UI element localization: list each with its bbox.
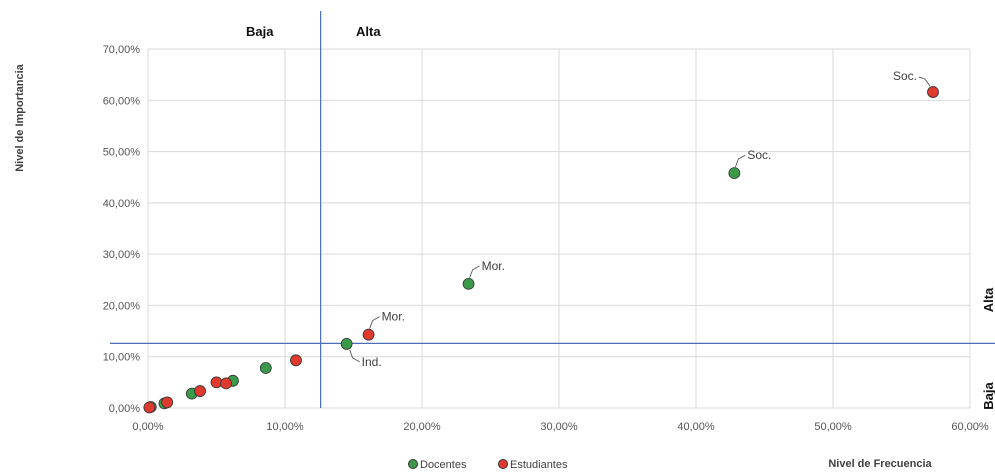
quadrant-label-y-low: Baja	[981, 382, 995, 410]
quadrant-label-x-high: Alta	[356, 24, 381, 39]
point-estudiantes	[194, 385, 206, 397]
point-label-estudiantes: Mor.	[382, 310, 405, 324]
point-docentes	[259, 362, 272, 374]
x-tick-label: 50,00%	[814, 421, 852, 433]
point-estudiantes	[161, 396, 174, 409]
label-leader-line	[469, 265, 480, 279]
y-tick-label: 0,00%	[109, 403, 140, 415]
label-leader-line	[918, 76, 931, 87]
label-leader-line	[734, 154, 746, 168]
point-label-docentes: Soc.	[747, 148, 771, 162]
y-tick-label: 10,00%	[103, 352, 141, 364]
point-estudiantes	[362, 328, 375, 341]
x-tick-label: 0,00%	[132, 421, 163, 433]
y-tick-label: 40,00%	[103, 198, 141, 210]
data-points	[143, 86, 939, 414]
point-estudiantes	[290, 354, 302, 367]
point-label-estudiantes: Soc.	[893, 69, 917, 83]
x-tick-label: 60,00%	[951, 421, 989, 433]
x-tick-label: 30,00%	[540, 421, 578, 433]
x-axis-title: Nivel de Frecuencia	[828, 458, 932, 470]
point-docentes	[728, 167, 741, 180]
quadrant-label-y-high: Alta	[981, 287, 995, 312]
legend-marker-estudiantes	[498, 459, 508, 469]
point-estudiantes	[220, 377, 232, 390]
threshold-lines	[110, 11, 995, 408]
y-tick-label: 50,00%	[103, 147, 141, 159]
grid-lines	[147, 48, 971, 409]
point-estudiantes	[927, 86, 939, 98]
point-estudiantes	[143, 401, 156, 414]
x-tick-label: 10,00%	[266, 421, 304, 433]
y-axis-title: Nivel de Importancia	[14, 63, 26, 171]
point-labels: Ind. Mor. Soc. Mor. Soc.	[349, 69, 931, 369]
label-leader-line	[349, 349, 360, 363]
x-tick-label: 20,00%	[403, 421, 441, 433]
tick-labels: 0,00% 10,00% 20,00% 30,00% 40,00% 50,00% 60,00…	[103, 44, 989, 433]
y-tick-label: 60,00%	[103, 95, 141, 107]
point-label-docentes: Ind.	[362, 355, 382, 369]
legend: Docentes Estudiantes	[408, 459, 568, 471]
y-tick-label: 20,00%	[103, 300, 141, 312]
point-docentes	[340, 337, 353, 350]
y-tick-label: 30,00%	[103, 249, 141, 261]
point-docentes	[462, 277, 475, 290]
quadrant-label-x-low: Baja	[246, 24, 274, 39]
legend-label-estudiantes: Estudiantes	[510, 459, 568, 471]
x-tick-label: 40,00%	[677, 421, 715, 433]
point-label-docentes: Mor.	[482, 259, 505, 273]
label-leader-line	[369, 316, 380, 329]
y-tick-label: 70,00%	[103, 44, 141, 56]
legend-label-docentes: Docentes	[420, 459, 467, 471]
legend-marker-docentes	[408, 459, 418, 469]
